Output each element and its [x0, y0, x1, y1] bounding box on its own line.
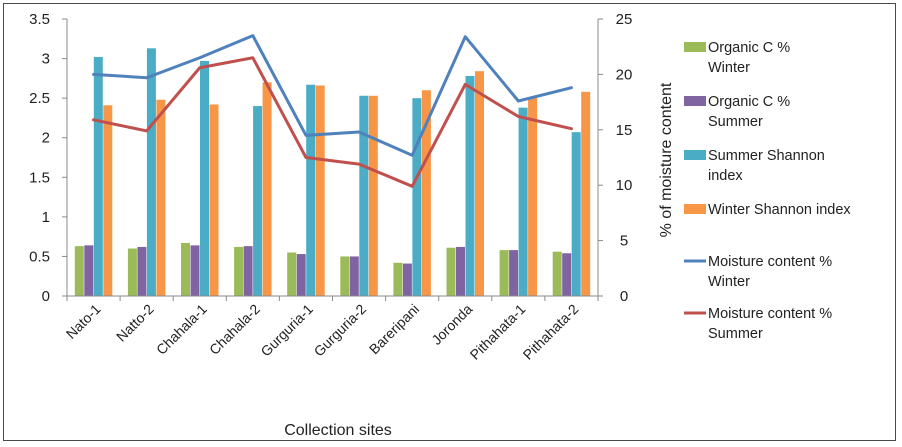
left-tick-label: 3.5 [29, 11, 50, 28]
bar-organic-c-winter-chahala-1 [181, 242, 190, 296]
category-label-gurguria-2: Gurguria-2 [311, 301, 370, 360]
bar-organic-c-summer-gurguria-1 [296, 254, 306, 296]
legend-label-winter-shannon-index: Winter Shannon index [708, 202, 851, 218]
legend-swatch-winter-shannon-index [684, 204, 706, 214]
bar-summer-shannon-index-natto-2 [146, 48, 156, 297]
bar-summer-shannon-index-joronda [465, 75, 475, 297]
left-tick-label: 0 [42, 288, 50, 305]
bar-organic-c-summer-joronda [456, 246, 465, 296]
legend-label-moisture-content-summer: Moisture content % Summer [708, 306, 832, 342]
right-tick-label: 5 [620, 233, 628, 250]
line-moisture-content-summer [92, 56, 573, 188]
bar-summer-shannon-index-gurguria-1 [306, 84, 316, 296]
right-tick-label: 0 [620, 288, 628, 305]
bar-organic-c-summer-nato-1 [84, 245, 94, 296]
bar-organic-c-winter-bareripani [393, 262, 403, 296]
bar-winter-shannon-index-pithahata-1 [528, 98, 538, 297]
category-label-pithahata-2: Pithahata-2 [520, 301, 582, 363]
right-tick-label: 25 [616, 11, 633, 28]
legend-label-organic-c-winter: Organic C % Winter [708, 40, 790, 76]
legend-swatch-organic-c-winter [684, 42, 706, 52]
bar-winter-shannon-index-joronda [475, 71, 484, 296]
bar-organic-c-winter-gurguria-1 [287, 252, 297, 296]
bar-organic-c-summer-pithahata-2 [562, 253, 572, 296]
right-tick-label: 10 [616, 177, 633, 194]
category-label-pithahata-1: Pithahata-1 [467, 301, 529, 363]
category-label-bareripani: Bareripani [366, 301, 422, 357]
bar-summer-shannon-index-chahala-1 [200, 60, 209, 297]
legend-layer: Organic C % Winter Organic C % Summer Summer… [684, 40, 851, 342]
bar-winter-shannon-index-chahala-2 [262, 82, 272, 296]
legend-swatch-organic-c-summer [684, 96, 706, 106]
bar-organic-c-summer-chahala-1 [190, 245, 200, 296]
legend-label-moisture-content-winter: Moisture content % Winter [708, 254, 832, 290]
bar-organic-c-summer-bareripani [402, 263, 412, 296]
x-axis-title: Collection sites [284, 422, 392, 439]
category-label-natto-2: Natto-2 [113, 301, 157, 345]
legend-swatch-summer-shannon-index [684, 150, 706, 160]
bars-layer [74, 48, 591, 297]
legend-label-organic-c-summer: Organic C % Summer [708, 94, 790, 130]
bar-winter-shannon-index-gurguria-1 [315, 85, 325, 296]
bar-summer-shannon-index-chahala-2 [253, 106, 263, 296]
bar-summer-shannon-index-bareripani [412, 98, 422, 297]
bar-summer-shannon-index-nato-1 [93, 56, 103, 296]
legend-label-summer-shannon-index: Summer Shannon index [708, 148, 825, 184]
bar-organic-c-summer-pithahata-1 [509, 250, 519, 296]
bar-summer-shannon-index-gurguria-2 [359, 95, 369, 296]
bar-summer-shannon-index-pithahata-2 [571, 132, 581, 296]
bar-summer-shannon-index-pithahata-1 [518, 107, 528, 296]
right-tick-label: 20 [616, 66, 633, 83]
bar-winter-shannon-index-natto-2 [156, 99, 166, 297]
left-tick-label: 1 [42, 209, 50, 226]
bar-organic-c-winter-pithahata-1 [499, 250, 509, 296]
category-label-joronda: Joronda [428, 301, 475, 348]
bar-winter-shannon-index-nato-1 [103, 105, 113, 296]
left-tick-label: 1.5 [29, 169, 50, 186]
bar-organic-c-winter-gurguria-2 [340, 256, 350, 296]
bar-organic-c-summer-natto-2 [137, 246, 147, 296]
bar-winter-shannon-index-bareripani [421, 90, 431, 296]
line-moisture-content-winter [92, 34, 573, 157]
left-tick-label: 0.5 [29, 248, 50, 265]
category-label-chahala-1: Chahala-1 [153, 301, 210, 358]
bar-winter-shannon-index-gurguria-2 [368, 95, 378, 296]
right-axis-title: % of moisture content [658, 82, 675, 237]
category-label-gurguria-1: Gurguria-1 [257, 301, 316, 360]
left-tick-label: 2.5 [29, 90, 50, 107]
chart-frame: 0 0.5 1 1.5 2 2.5 3 3.5 0 5 10 15 20 25 Nato-1 Natto-2 C… [3, 3, 896, 441]
bar-organic-c-winter-joronda [446, 247, 456, 296]
bar-organic-c-winter-nato-1 [74, 246, 84, 296]
lines-layer [92, 34, 573, 188]
bar-organic-c-winter-chahala-2 [234, 246, 244, 296]
bar-organic-c-winter-natto-2 [127, 248, 137, 296]
bar-winter-shannon-index-chahala-1 [209, 104, 219, 296]
bar-organic-c-summer-chahala-2 [243, 246, 253, 296]
category-label-chahala-2: Chahala-2 [206, 301, 263, 358]
category-label-nato-1: Nato-1 [63, 301, 104, 342]
left-tick-label: 2 [42, 130, 50, 147]
bar-organic-c-winter-pithahata-2 [552, 251, 562, 296]
right-tick-label: 15 [616, 122, 633, 139]
bar-winter-shannon-index-pithahata-2 [581, 91, 591, 296]
bar-organic-c-summer-gurguria-2 [349, 256, 359, 296]
left-tick-label: 3 [42, 51, 50, 68]
